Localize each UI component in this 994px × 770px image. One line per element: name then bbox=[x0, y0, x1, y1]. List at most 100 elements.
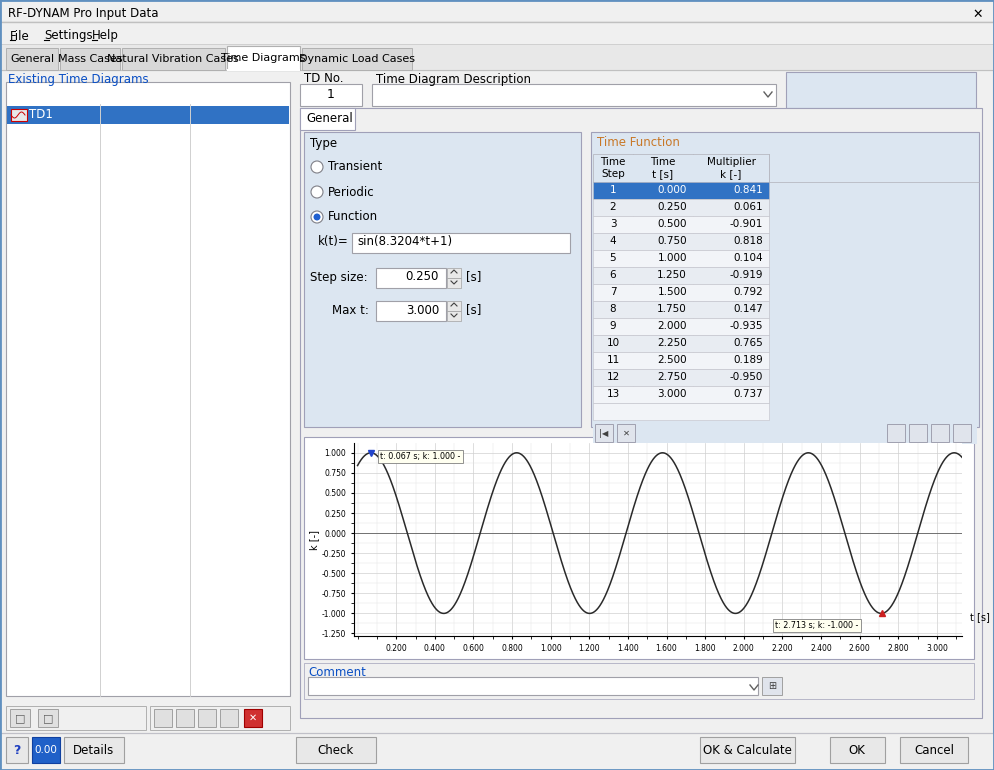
Text: 1: 1 bbox=[609, 185, 616, 195]
Text: Max t:: Max t: bbox=[332, 303, 369, 316]
Text: 0.00: 0.00 bbox=[35, 745, 58, 755]
Text: File: File bbox=[10, 29, 30, 42]
Text: Mass Cases: Mass Cases bbox=[58, 54, 122, 64]
FancyBboxPatch shape bbox=[447, 311, 461, 321]
Text: Multiplier: Multiplier bbox=[707, 157, 755, 167]
FancyBboxPatch shape bbox=[447, 278, 461, 288]
Text: 1.500: 1.500 bbox=[657, 287, 687, 297]
Text: □: □ bbox=[43, 713, 54, 723]
Text: -0.901: -0.901 bbox=[730, 219, 763, 229]
FancyBboxPatch shape bbox=[300, 84, 362, 106]
FancyBboxPatch shape bbox=[64, 737, 124, 763]
FancyBboxPatch shape bbox=[593, 154, 769, 182]
Text: Time Diagrams: Time Diagrams bbox=[221, 53, 305, 63]
FancyBboxPatch shape bbox=[909, 424, 927, 442]
Text: 11: 11 bbox=[606, 355, 619, 365]
Text: 1: 1 bbox=[327, 89, 335, 102]
FancyBboxPatch shape bbox=[900, 737, 968, 763]
Text: |◀: |◀ bbox=[599, 428, 608, 437]
FancyBboxPatch shape bbox=[447, 268, 461, 278]
Circle shape bbox=[311, 186, 323, 198]
FancyBboxPatch shape bbox=[10, 709, 30, 727]
FancyBboxPatch shape bbox=[593, 284, 769, 301]
Circle shape bbox=[311, 211, 323, 223]
Text: Natural Vibration Cases: Natural Vibration Cases bbox=[107, 54, 239, 64]
FancyBboxPatch shape bbox=[154, 709, 172, 727]
Text: 0.104: 0.104 bbox=[734, 253, 763, 263]
FancyBboxPatch shape bbox=[0, 22, 994, 44]
Text: 0.250: 0.250 bbox=[657, 202, 687, 212]
FancyBboxPatch shape bbox=[0, 70, 994, 770]
FancyBboxPatch shape bbox=[60, 48, 120, 70]
Text: Time Function: Time Function bbox=[597, 136, 680, 149]
FancyBboxPatch shape bbox=[591, 132, 979, 427]
Text: 1.750: 1.750 bbox=[657, 304, 687, 314]
Text: 3: 3 bbox=[609, 219, 616, 229]
FancyBboxPatch shape bbox=[372, 84, 776, 106]
Text: 2.500: 2.500 bbox=[657, 355, 687, 365]
Text: Time: Time bbox=[600, 157, 625, 167]
Text: ✕: ✕ bbox=[973, 8, 983, 21]
FancyBboxPatch shape bbox=[6, 706, 146, 730]
Text: 12: 12 bbox=[606, 372, 619, 382]
FancyBboxPatch shape bbox=[593, 369, 769, 386]
Text: 0.147: 0.147 bbox=[734, 304, 763, 314]
Circle shape bbox=[313, 213, 320, 220]
Text: ⊞: ⊞ bbox=[768, 681, 776, 691]
FancyBboxPatch shape bbox=[304, 132, 581, 427]
FancyBboxPatch shape bbox=[830, 737, 885, 763]
FancyBboxPatch shape bbox=[122, 48, 225, 70]
Text: Comment: Comment bbox=[308, 667, 366, 679]
FancyBboxPatch shape bbox=[32, 737, 60, 763]
Text: 3.000: 3.000 bbox=[657, 389, 687, 399]
FancyBboxPatch shape bbox=[617, 424, 635, 442]
Text: 1.250: 1.250 bbox=[657, 270, 687, 280]
FancyBboxPatch shape bbox=[376, 301, 446, 321]
Text: 0.189: 0.189 bbox=[734, 355, 763, 365]
FancyBboxPatch shape bbox=[227, 46, 300, 70]
FancyBboxPatch shape bbox=[447, 301, 461, 311]
Y-axis label: k [-]: k [-] bbox=[309, 530, 319, 550]
Text: 4: 4 bbox=[609, 236, 616, 246]
Text: ✕: ✕ bbox=[622, 428, 629, 437]
Text: General: General bbox=[10, 54, 54, 64]
FancyBboxPatch shape bbox=[931, 424, 949, 442]
FancyBboxPatch shape bbox=[593, 422, 977, 444]
Text: □: □ bbox=[15, 713, 25, 723]
FancyBboxPatch shape bbox=[593, 318, 769, 335]
Text: [s]: [s] bbox=[466, 303, 481, 316]
Text: Existing Time Diagrams: Existing Time Diagrams bbox=[8, 72, 149, 85]
Text: Details: Details bbox=[74, 744, 114, 756]
FancyBboxPatch shape bbox=[220, 709, 238, 727]
Text: 0.250: 0.250 bbox=[406, 270, 439, 283]
Text: 9: 9 bbox=[609, 321, 616, 331]
FancyBboxPatch shape bbox=[593, 216, 769, 233]
Text: RF-DYNAM Pro Input Data: RF-DYNAM Pro Input Data bbox=[8, 8, 158, 21]
FancyBboxPatch shape bbox=[304, 663, 974, 699]
Text: 2: 2 bbox=[609, 202, 616, 212]
Text: ✕: ✕ bbox=[248, 713, 257, 723]
FancyBboxPatch shape bbox=[700, 737, 795, 763]
Text: 0.792: 0.792 bbox=[734, 287, 763, 297]
FancyBboxPatch shape bbox=[887, 424, 905, 442]
Text: 0.500: 0.500 bbox=[657, 219, 687, 229]
FancyBboxPatch shape bbox=[38, 709, 58, 727]
FancyBboxPatch shape bbox=[304, 437, 974, 659]
Text: 0.061: 0.061 bbox=[734, 202, 763, 212]
Text: 5: 5 bbox=[609, 253, 616, 263]
FancyBboxPatch shape bbox=[176, 709, 194, 727]
FancyBboxPatch shape bbox=[352, 233, 570, 253]
FancyBboxPatch shape bbox=[593, 233, 769, 250]
FancyBboxPatch shape bbox=[11, 109, 27, 121]
Text: -0.950: -0.950 bbox=[730, 372, 763, 382]
Text: 2.750: 2.750 bbox=[657, 372, 687, 382]
FancyBboxPatch shape bbox=[593, 182, 769, 199]
Text: 0.841: 0.841 bbox=[734, 185, 763, 195]
FancyBboxPatch shape bbox=[762, 677, 782, 695]
Text: 0.818: 0.818 bbox=[734, 236, 763, 246]
Circle shape bbox=[311, 161, 323, 173]
Text: 0.737: 0.737 bbox=[734, 389, 763, 399]
FancyBboxPatch shape bbox=[296, 737, 376, 763]
Text: Step size:: Step size: bbox=[310, 270, 368, 283]
Text: 3.000: 3.000 bbox=[406, 303, 439, 316]
